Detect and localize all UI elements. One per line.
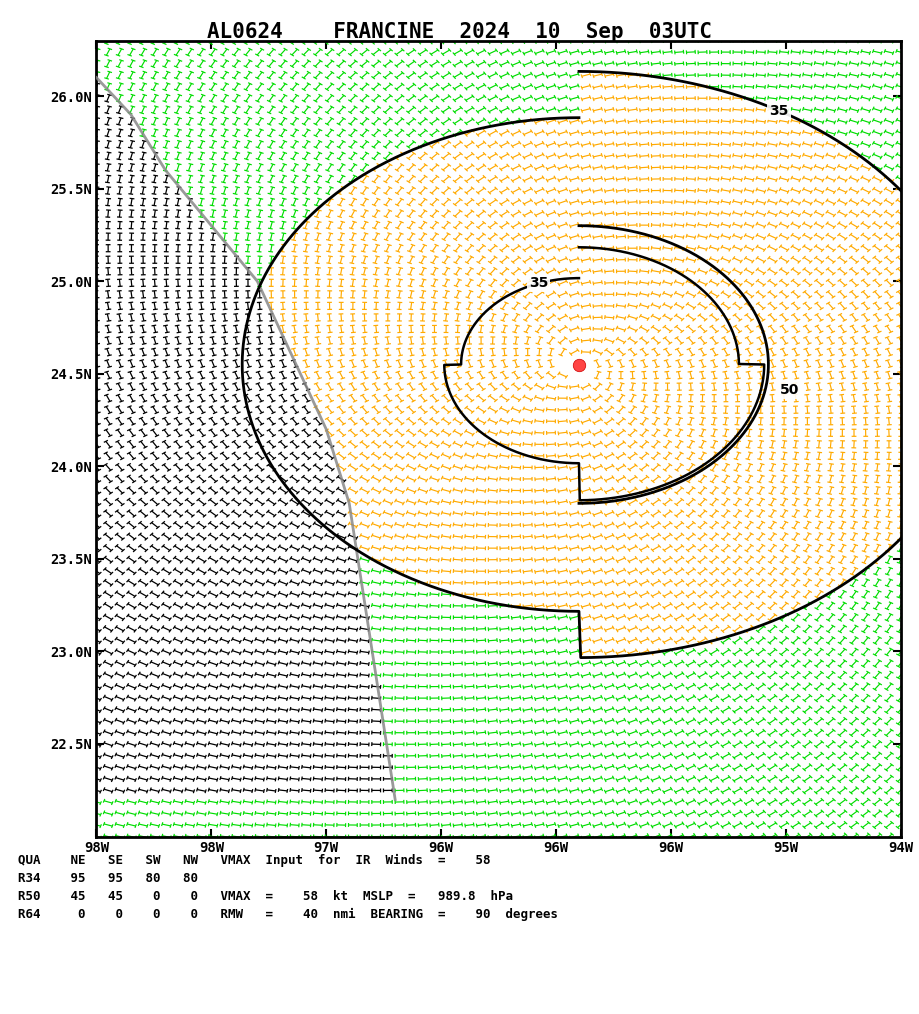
Text: QUA    NE   SE   SW   NW   VMAX  Input  for  IR  Winds  =    58
R34    95   95  : QUA NE SE SW NW VMAX Input for IR Winds … [18,854,559,921]
Text: 35: 35 [769,103,789,118]
Text: 35: 35 [529,277,549,290]
Text: AL0624    FRANCINE  2024  10  Sep  03UTC: AL0624 FRANCINE 2024 10 Sep 03UTC [207,22,712,43]
Text: 50: 50 [780,383,800,397]
